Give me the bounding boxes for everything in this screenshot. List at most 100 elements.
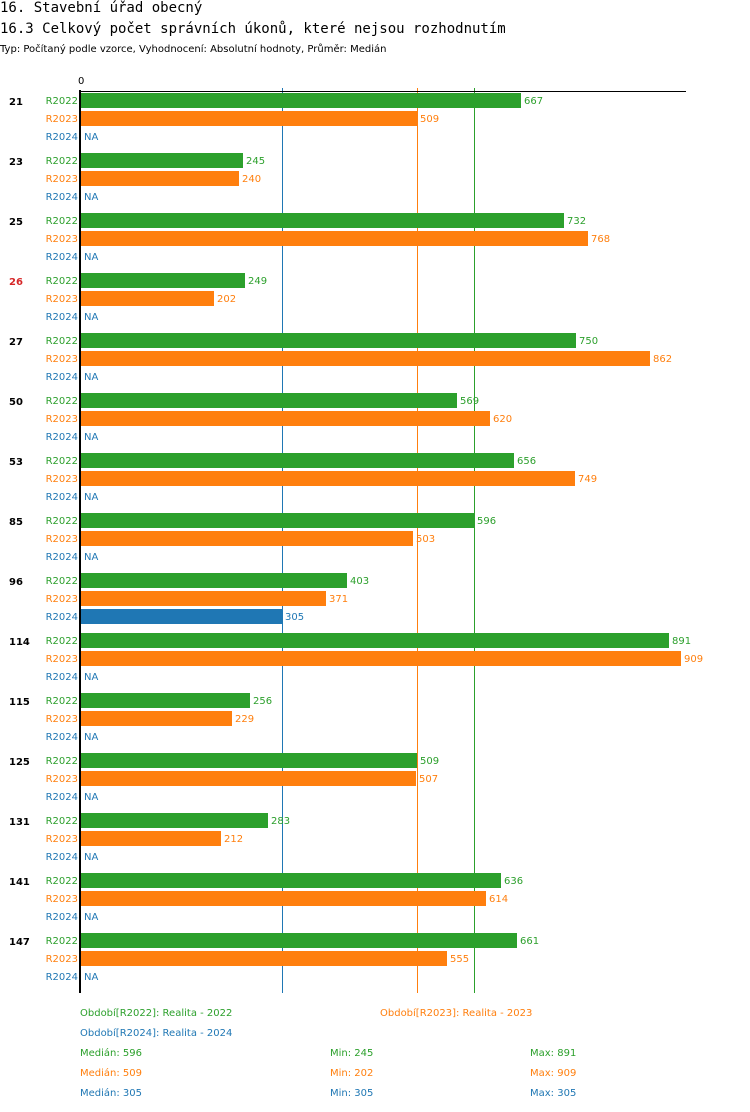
value-label: 245 — [246, 156, 265, 167]
bar-r2022 — [81, 453, 514, 468]
page-title: 16. Stavební úřad obecný — [0, 0, 203, 16]
series-label: R2022 — [46, 876, 78, 887]
stat-median: Medián: 509 — [80, 1068, 143, 1079]
na-label: NA — [84, 552, 98, 563]
stat-median: Medián: 596 — [80, 1048, 143, 1059]
bar-r2023 — [81, 291, 214, 306]
bar-r2022 — [81, 273, 245, 288]
legend-item-r2022: Období[R2022]: Realita - 2022 — [80, 1008, 233, 1019]
stat-max: Max: 909 — [530, 1068, 577, 1079]
value-label: 283 — [271, 816, 290, 827]
bar-r2023 — [81, 651, 681, 666]
value-label: 569 — [460, 396, 479, 407]
series-label: R2023 — [46, 354, 78, 365]
bar-r2023 — [81, 111, 417, 126]
bar-r2023 — [81, 831, 221, 846]
value-label: 509 — [420, 756, 439, 767]
series-label: R2024 — [46, 972, 78, 983]
value-label: 614 — [489, 894, 508, 905]
category-label: 53 — [9, 457, 23, 468]
series-label: R2022 — [46, 96, 78, 107]
bar-r2022 — [81, 813, 268, 828]
series-label: R2023 — [46, 834, 78, 845]
series-label: R2024 — [46, 372, 78, 383]
na-label: NA — [84, 132, 98, 143]
category-label: 25 — [9, 217, 23, 228]
value-label: 596 — [477, 516, 496, 527]
category-label: 27 — [9, 337, 23, 348]
na-label: NA — [84, 312, 98, 323]
value-label: 371 — [329, 594, 348, 605]
bar-r2022 — [81, 333, 576, 348]
series-label: R2024 — [46, 132, 78, 143]
value-label: 212 — [224, 834, 243, 845]
series-label: R2024 — [46, 912, 78, 923]
value-label: 891 — [672, 636, 691, 647]
category-label: 96 — [9, 577, 23, 588]
series-label: R2024 — [46, 252, 78, 263]
stat-min: Min: 245 — [330, 1048, 374, 1059]
labels: 21 R2022 667 R2023 509 R2024 NA 23 R2022 245 R2023… — [9, 96, 703, 983]
chart-info: Typ: Počítaný podle vzorce, Vyhodnocení:… — [0, 44, 387, 55]
series-label: R2024 — [46, 612, 78, 623]
value-label: 256 — [253, 696, 272, 707]
series-label: R2022 — [46, 756, 78, 767]
bar-r2023 — [81, 231, 588, 246]
stat-max: Max: 891 — [530, 1048, 577, 1059]
series-label: R2023 — [46, 594, 78, 605]
bar-r2022 — [81, 93, 521, 108]
series-label: R2023 — [46, 954, 78, 965]
category-label: 50 — [9, 397, 23, 408]
series-label: R2022 — [46, 396, 78, 407]
bar-r2022 — [81, 393, 457, 408]
series-label: R2024 — [46, 852, 78, 863]
category-label: 115 — [9, 697, 30, 708]
series-label: R2024 — [46, 792, 78, 803]
na-label: NA — [84, 252, 98, 263]
value-label: 507 — [419, 774, 438, 785]
value-label: 656 — [517, 456, 536, 467]
axis-zero-label: 0 — [78, 76, 84, 87]
na-label: NA — [84, 792, 98, 803]
value-label: 555 — [450, 954, 469, 965]
category-label: 23 — [9, 157, 23, 168]
stat-max: Max: 305 — [530, 1088, 577, 1099]
value-label: 509 — [420, 114, 439, 125]
stat-median: Medián: 305 — [80, 1088, 143, 1099]
series-label: R2022 — [46, 156, 78, 167]
value-label: 661 — [520, 936, 539, 947]
value-label: 503 — [416, 534, 435, 545]
axes: 0 — [78, 76, 686, 993]
bar-r2023 — [81, 411, 490, 426]
bar-r2023 — [81, 591, 326, 606]
category-label: 85 — [9, 517, 23, 528]
na-label: NA — [84, 912, 98, 923]
na-label: NA — [84, 732, 98, 743]
legend-item-r2024: Období[R2024]: Realita - 2024 — [80, 1028, 233, 1039]
series-label: R2023 — [46, 774, 78, 785]
series-label: R2022 — [46, 216, 78, 227]
series-label: R2023 — [46, 294, 78, 305]
na-label: NA — [84, 972, 98, 983]
series-label: R2023 — [46, 474, 78, 485]
bar-r2022 — [81, 933, 517, 948]
series-label: R2023 — [46, 654, 78, 665]
value-label: 229 — [235, 714, 254, 725]
value-label: 403 — [350, 576, 369, 587]
series-label: R2023 — [46, 174, 78, 185]
bar-r2022 — [81, 153, 243, 168]
category-label: 147 — [9, 937, 30, 948]
value-label: 240 — [242, 174, 261, 185]
series-label: R2022 — [46, 516, 78, 527]
series-label: R2023 — [46, 534, 78, 545]
na-label: NA — [84, 852, 98, 863]
value-label: 667 — [524, 96, 543, 107]
value-label: 636 — [504, 876, 523, 887]
series-label: R2024 — [46, 552, 78, 563]
series-label: R2022 — [46, 576, 78, 587]
value-label: 750 — [579, 336, 598, 347]
category-label: 114 — [9, 637, 30, 648]
value-label: 862 — [653, 354, 672, 365]
bar-r2022 — [81, 873, 501, 888]
value-label: 909 — [684, 654, 703, 665]
